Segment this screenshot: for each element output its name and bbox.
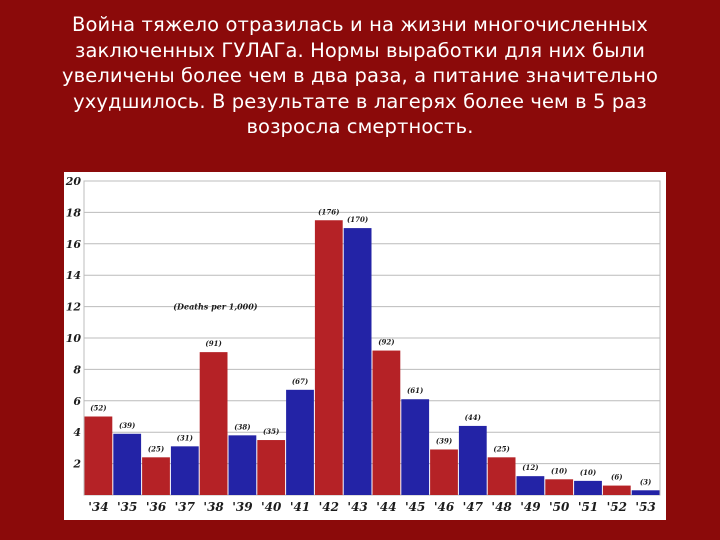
- bar: [113, 433, 142, 495]
- chart-annotation: (Deaths per 1,000): [173, 302, 258, 312]
- bar-data-label: (3): [640, 477, 652, 486]
- x-tick-label: '51: [578, 500, 598, 514]
- x-tick-label: '50: [549, 500, 570, 514]
- bar: [545, 479, 574, 495]
- x-tick-label: '37: [175, 500, 196, 514]
- y-tick-label: 12: [66, 301, 82, 314]
- x-tick-label: '43: [347, 500, 367, 514]
- bar-data-label: (44): [465, 413, 481, 422]
- bar-data-label: (39): [119, 421, 135, 430]
- x-tick-label: '38: [203, 500, 224, 514]
- bar-data-label: (35): [263, 427, 279, 436]
- x-tick-label: '47: [463, 500, 484, 514]
- y-tick-label: 16: [66, 238, 82, 251]
- bar-data-label: (10): [551, 466, 567, 475]
- bar: [343, 228, 372, 495]
- y-tick-label: 10: [66, 332, 82, 345]
- bar-data-label: (25): [148, 444, 164, 453]
- bar: [170, 446, 199, 495]
- x-tick-label: '36: [146, 500, 167, 514]
- x-tick-label: '40: [261, 500, 282, 514]
- y-tick-label: 2: [72, 458, 81, 471]
- bar: [286, 389, 314, 495]
- bar-data-label: (92): [378, 338, 394, 347]
- bar-data-label: (6): [611, 473, 623, 482]
- bar: [372, 350, 401, 495]
- x-tick-label: '52: [607, 500, 627, 514]
- y-tick-label: 8: [73, 363, 81, 376]
- y-tick-label: 4: [73, 426, 81, 439]
- bar-data-label: (61): [407, 386, 423, 395]
- bar: [430, 449, 458, 495]
- bar-data-label: (176): [318, 207, 339, 216]
- y-tick-label: 6: [73, 395, 81, 408]
- bar-data-label: (25): [493, 444, 509, 453]
- bar-data-label: (170): [347, 215, 368, 224]
- mortality-bar-chart: 2 4 6 8 10 12 14 16 18 20 (52) '34 (39) '35 (25) '36 (31…: [65, 175, 661, 514]
- bar: [257, 440, 286, 495]
- x-tick-label: '41: [290, 500, 310, 514]
- y-tick-label: 14: [66, 269, 81, 282]
- x-tick-label: '44: [376, 500, 396, 514]
- x-tick-label: '48: [491, 500, 512, 514]
- bar-data-label: (67): [292, 377, 308, 386]
- x-tick-label: '39: [232, 500, 253, 514]
- bar: [487, 457, 516, 495]
- slide-text: Война тяжело отразилась и на жизни много…: [62, 13, 658, 138]
- bar: [516, 476, 545, 495]
- bar: [631, 490, 660, 495]
- bar: [228, 435, 257, 495]
- bar: [602, 485, 631, 495]
- bar-data-label: (38): [234, 422, 250, 431]
- bar: [199, 352, 228, 495]
- x-tick-label: '35: [117, 500, 137, 514]
- bar-data-label: (12): [522, 463, 538, 472]
- chart-frame: 2 4 6 8 10 12 14 16 18 20 (52) '34 (39) '35 (25) '36 (31…: [64, 172, 666, 520]
- bar-data-label: (39): [436, 436, 452, 445]
- x-tick-label: '34: [88, 500, 108, 514]
- x-tick-label: '42: [319, 500, 339, 514]
- x-tick-label: '49: [520, 500, 541, 514]
- y-tick-label: 20: [65, 175, 82, 188]
- bar-data-label: (91): [205, 339, 221, 348]
- x-tick-label: '45: [405, 500, 425, 514]
- x-tick-label: '53: [635, 500, 655, 514]
- bar-data-label: (31): [177, 433, 193, 442]
- x-tick-label: '46: [434, 500, 455, 514]
- bar-data-label: (52): [90, 404, 106, 413]
- bar: [574, 480, 602, 495]
- bar: [142, 457, 170, 495]
- bar: [401, 399, 430, 495]
- y-tick-label: 18: [66, 206, 82, 219]
- bar: [84, 416, 113, 495]
- bar: [314, 220, 343, 495]
- bar: [458, 425, 487, 495]
- bar-data-label: (10): [580, 468, 596, 477]
